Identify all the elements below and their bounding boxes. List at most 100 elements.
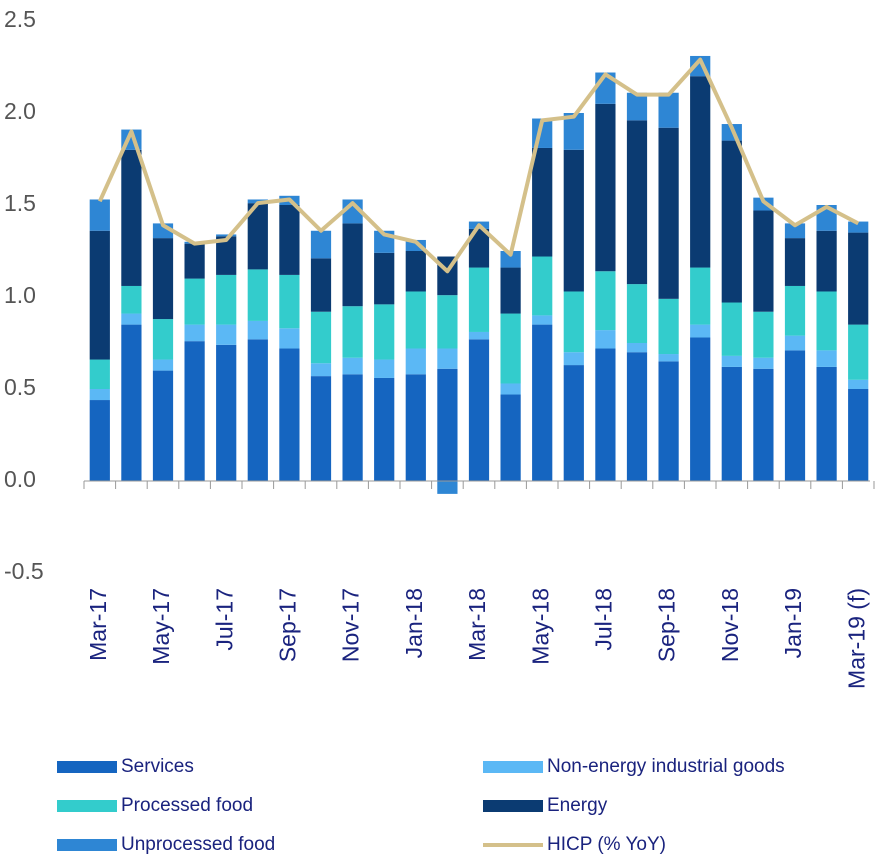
bar-segment bbox=[216, 234, 237, 237]
bar-segment bbox=[563, 365, 584, 481]
bar-segment bbox=[721, 302, 742, 356]
bar-segment bbox=[310, 363, 332, 377]
bar-segment bbox=[848, 232, 869, 325]
bar-segment bbox=[784, 335, 806, 351]
x-tick-label: Nov-18 bbox=[717, 588, 743, 662]
bar-segment bbox=[405, 348, 426, 375]
legend-label: Non-energy industrial goods bbox=[547, 756, 785, 777]
bar-segment bbox=[563, 291, 584, 353]
bar-segment bbox=[753, 368, 774, 481]
bar-segment bbox=[121, 313, 142, 325]
bar-segment bbox=[626, 352, 648, 481]
line-series bbox=[97, 57, 860, 274]
bar-segment bbox=[437, 368, 458, 481]
bar-segment bbox=[532, 315, 553, 325]
bar-segment bbox=[121, 285, 142, 314]
legend-swatch bbox=[57, 800, 117, 812]
bar-segment bbox=[848, 221, 869, 233]
x-tick-label: Jul-17 bbox=[211, 588, 237, 651]
bar-segment bbox=[310, 311, 332, 364]
x-tick-label: Mar-18 bbox=[464, 588, 490, 661]
bar-segment bbox=[184, 243, 205, 279]
bar-segment bbox=[121, 149, 142, 286]
bar-segment bbox=[721, 355, 742, 367]
bar-segment bbox=[342, 223, 363, 307]
bar-segment bbox=[279, 348, 300, 481]
bar-segment bbox=[784, 285, 806, 336]
y-tick-label: 2.5 bbox=[4, 6, 36, 32]
y-tick-label: 0.0 bbox=[4, 466, 36, 492]
bar-segment bbox=[437, 481, 458, 494]
bar-segment bbox=[753, 311, 774, 358]
bar-segment bbox=[784, 238, 806, 286]
bar-segment bbox=[848, 379, 869, 389]
x-tick-label: Mar-19 (f) bbox=[843, 588, 869, 689]
x-tick-label: Sep-18 bbox=[654, 588, 680, 662]
bar-segment bbox=[626, 120, 648, 285]
x-tick-label: May-17 bbox=[148, 588, 174, 665]
bar-segment bbox=[690, 267, 711, 325]
x-tick-label: Jan-18 bbox=[401, 588, 427, 658]
legend-label: HICP (% YoY) bbox=[547, 834, 666, 855]
bar-segment bbox=[626, 284, 648, 343]
bar-segment bbox=[247, 320, 268, 340]
bar-segment bbox=[784, 223, 806, 239]
y-tick-label: 1.5 bbox=[4, 190, 36, 216]
bar-segment bbox=[247, 269, 268, 321]
bar-segment bbox=[721, 140, 742, 303]
bar-segment bbox=[595, 103, 616, 272]
bar-segment bbox=[500, 251, 521, 268]
bar-segment bbox=[563, 352, 584, 366]
bar-segment bbox=[500, 313, 521, 384]
bar-segment bbox=[690, 337, 711, 481]
bar-segment bbox=[152, 238, 174, 320]
bar-segment bbox=[216, 274, 237, 325]
bar-segment bbox=[121, 324, 142, 481]
legend-label: Energy bbox=[547, 795, 608, 816]
bar-segment bbox=[184, 324, 205, 342]
bar-segment bbox=[342, 357, 363, 375]
bar-segment bbox=[405, 291, 426, 349]
bar-segment bbox=[89, 400, 110, 481]
bar-segment bbox=[563, 113, 584, 150]
bar-segment bbox=[468, 331, 490, 340]
bar-segment bbox=[816, 291, 837, 351]
legend-swatch bbox=[483, 800, 543, 812]
bar-segment bbox=[247, 339, 268, 481]
bar-segment bbox=[500, 394, 521, 481]
bar-segment bbox=[152, 370, 174, 481]
bar-segment bbox=[247, 203, 268, 270]
legend-label: Processed food bbox=[121, 795, 253, 816]
bar-segment bbox=[848, 389, 869, 481]
x-tick-label: May-18 bbox=[527, 588, 553, 665]
bar-segment bbox=[89, 359, 110, 389]
bar-segment bbox=[184, 341, 205, 481]
legend-swatch bbox=[57, 761, 117, 773]
y-tick-label: 1.0 bbox=[4, 282, 36, 308]
bar-segment bbox=[468, 339, 490, 481]
bar-segment bbox=[216, 324, 237, 345]
bar-segment bbox=[658, 298, 679, 355]
bar-segment bbox=[216, 344, 237, 481]
bar-segment bbox=[342, 306, 363, 358]
x-tick-label: Sep-17 bbox=[274, 588, 300, 662]
bar-segment bbox=[690, 76, 711, 268]
y-tick-label: -0.5 bbox=[4, 558, 44, 584]
bar-segment bbox=[405, 239, 426, 251]
bar-segment bbox=[310, 230, 332, 259]
bar-segment bbox=[784, 350, 806, 481]
bar-segment bbox=[595, 330, 616, 349]
bar-segment bbox=[279, 328, 300, 349]
legend-swatch bbox=[57, 839, 117, 851]
bar-segment bbox=[563, 149, 584, 292]
bar-segment bbox=[89, 199, 110, 231]
bar-segment bbox=[216, 236, 237, 275]
bar-segment bbox=[658, 361, 679, 481]
bar-segment bbox=[89, 230, 110, 360]
bar-segment bbox=[468, 228, 490, 268]
bar-segment bbox=[626, 343, 648, 353]
bar-segment bbox=[310, 258, 332, 312]
bar-segment bbox=[279, 274, 300, 329]
bar-segment bbox=[468, 267, 490, 332]
